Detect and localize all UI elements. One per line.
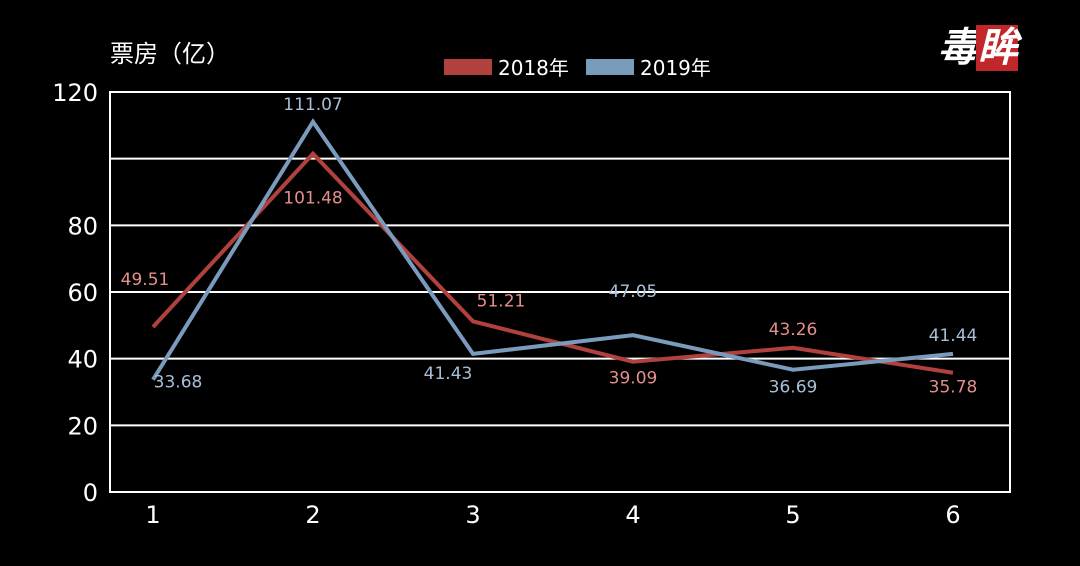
data-label: 101.48 [283, 189, 342, 209]
y-tick-labels: 0 20 40 60 80 120 [52, 79, 98, 507]
series-line [151, 150, 954, 375]
legend-swatch [444, 59, 492, 75]
x-tick-label: 2 [305, 501, 320, 529]
data-labels: 49.51 101.48 51.21 39.09 43.26 35.78 33.68 111.… [121, 95, 978, 398]
x-tick-label: 3 [465, 501, 480, 529]
logo-char-1: 毒 [938, 25, 978, 71]
y-tick-label: 0 [83, 479, 98, 507]
data-label: 36.69 [769, 378, 818, 398]
x-tick-label: 4 [625, 501, 640, 529]
data-label: 49.51 [121, 270, 170, 290]
data-label: 35.78 [929, 378, 978, 398]
grid-lines [110, 157, 1010, 427]
legend-label: 2018年 [498, 56, 569, 80]
data-label: 33.68 [154, 373, 203, 393]
logo-char-2: 眸 [976, 25, 1018, 71]
data-label: 51.21 [477, 291, 526, 311]
x-tick-label: 1 [145, 501, 160, 529]
data-label: 43.26 [769, 320, 818, 340]
data-label: 111.07 [283, 95, 342, 115]
axes [109, 91, 1011, 493]
series-line [151, 118, 954, 381]
legend-swatch [586, 59, 634, 75]
legend: 2018年 2019年 [444, 56, 711, 80]
data-label: 47.05 [609, 282, 658, 302]
data-label: 41.44 [929, 326, 978, 346]
y-tick-label: 40 [67, 346, 98, 374]
y-tick-label: 80 [67, 212, 98, 240]
x-tick-labels: 1 2 3 4 5 6 [145, 501, 960, 529]
brand-logo: 毒眸 [938, 24, 1018, 72]
x-tick-label: 5 [785, 501, 800, 529]
x-tick-label: 6 [945, 501, 960, 529]
y-tick-label: 120 [52, 79, 98, 107]
y-tick-label: 60 [67, 279, 98, 307]
plot-frame [109, 91, 1011, 493]
data-label: 41.43 [424, 364, 473, 384]
data-label: 39.09 [609, 369, 658, 389]
series-lines [151, 118, 954, 381]
legend-label: 2019年 [640, 56, 711, 80]
y-axis-title: 票房（亿） [110, 40, 230, 68]
y-tick-label: 20 [67, 412, 98, 440]
